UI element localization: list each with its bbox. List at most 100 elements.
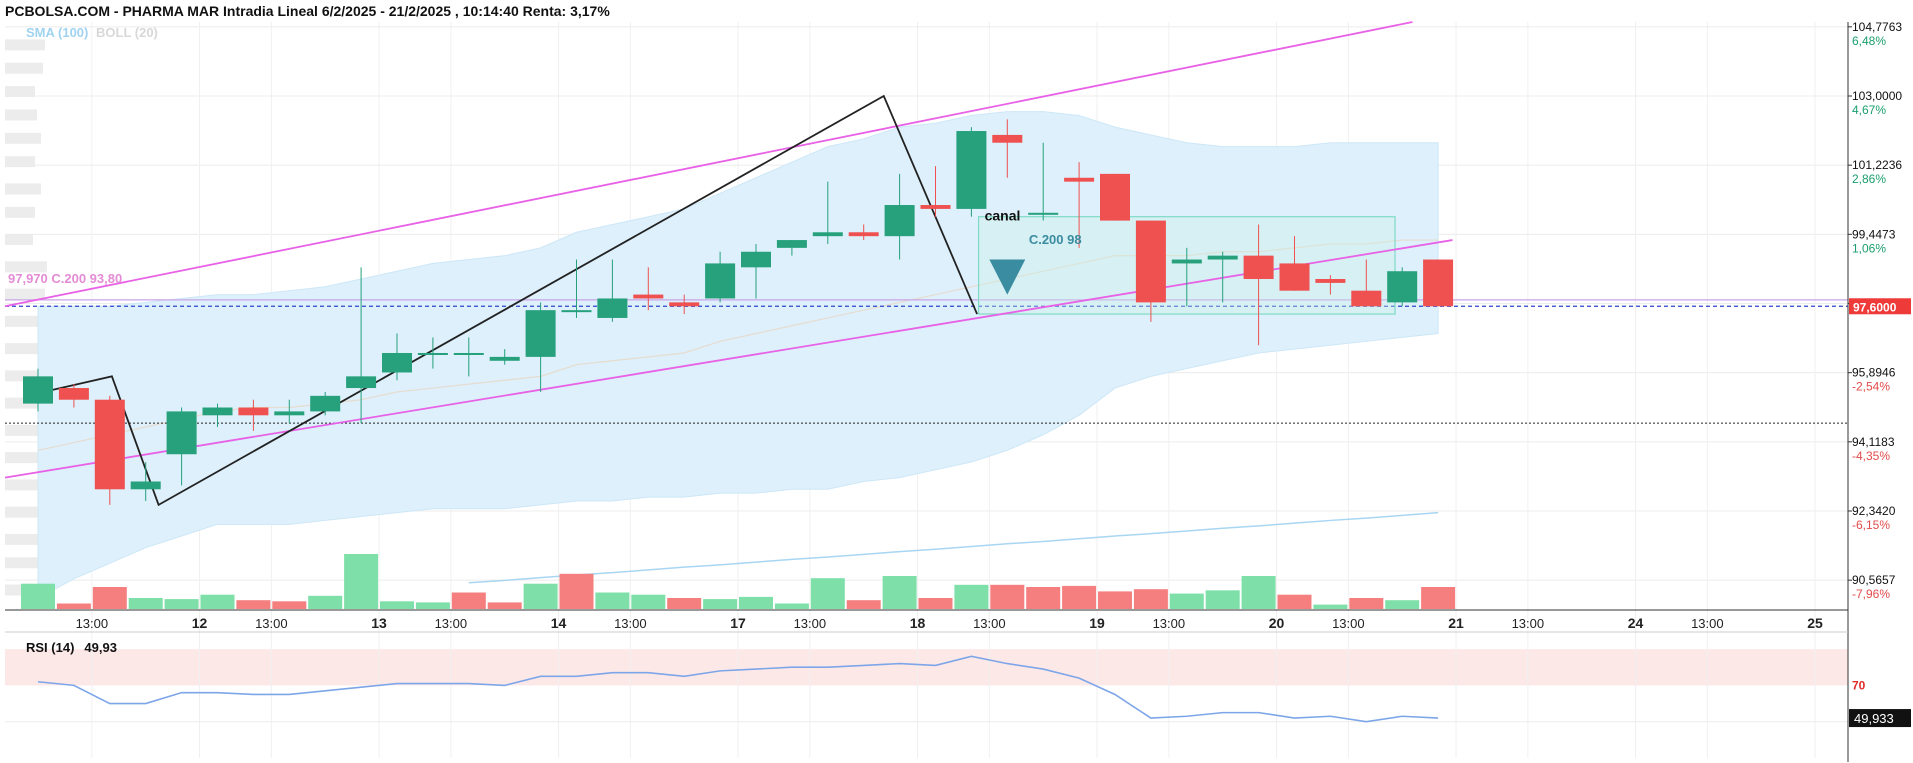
price-tick-label: 90,5657 <box>1852 573 1896 587</box>
pct-tick-label: -7,96% <box>1852 587 1890 601</box>
volume-bar <box>846 600 881 609</box>
candle-body <box>1064 177 1095 182</box>
hour-tick-label: 13:00 <box>1153 616 1186 631</box>
day-tick-label: 25 <box>1807 615 1823 631</box>
day-tick-label: 14 <box>551 615 567 631</box>
candle-body <box>669 302 700 307</box>
candle-body <box>453 352 484 355</box>
profile-bar <box>5 261 47 273</box>
volume-bar <box>523 583 558 609</box>
candle-body <box>23 376 53 404</box>
profile-bar <box>5 86 35 98</box>
profile-bar <box>5 343 45 355</box>
profile-bar <box>5 156 35 168</box>
profile-bar <box>5 557 50 569</box>
volume-bar <box>56 603 91 609</box>
pct-tick-label: 2,86% <box>1852 172 1886 186</box>
day-tick-label: 13 <box>371 615 387 631</box>
profile-bar <box>5 288 45 300</box>
volume-bar <box>487 602 522 609</box>
rsi-level-label: 70 <box>1852 678 1866 692</box>
candle-body <box>1028 212 1059 215</box>
hour-tick-label: 13:00 <box>1691 616 1724 631</box>
candle-body <box>1315 279 1346 283</box>
hour-tick-label: 13:00 <box>614 616 647 631</box>
candle-body <box>489 356 520 361</box>
hour-tick-label: 13:00 <box>76 616 109 631</box>
candle-body <box>812 232 843 237</box>
trendline-upper <box>4 21 1413 308</box>
price-tick-label: 104,7763 <box>1852 20 1902 34</box>
hour-tick-label: 13:00 <box>1332 616 1365 631</box>
volume-bar <box>1421 587 1456 609</box>
profile-bar <box>5 109 37 121</box>
volume-bar <box>1241 576 1276 609</box>
c200-left-label: 97,970 C.200 93,80 <box>8 271 122 286</box>
candle-body <box>1279 263 1310 291</box>
volume-bar <box>1277 594 1312 609</box>
profile-bar <box>5 452 65 464</box>
candle-body <box>346 376 377 389</box>
c200-marker-icon <box>989 259 1026 295</box>
sma-line <box>468 511 1439 584</box>
boll-label[interactable]: BOLL (20) <box>96 25 158 40</box>
volume-bar <box>164 599 199 609</box>
candle-body <box>776 240 807 248</box>
price-tick-label: 101,2236 <box>1852 158 1902 172</box>
hour-tick-label: 13:00 <box>973 616 1006 631</box>
pct-tick-label: 6,48% <box>1852 34 1886 48</box>
rsi-value: 49,93 <box>84 640 117 655</box>
profile-bar <box>5 315 41 327</box>
volume-bar <box>918 598 953 609</box>
sma-label[interactable]: SMA (100) <box>26 25 89 40</box>
bollinger-mid-line <box>37 239 1439 451</box>
candle-body <box>633 294 664 299</box>
candle-body <box>956 131 987 209</box>
candle-body <box>705 263 736 299</box>
volume-bar <box>1133 589 1168 609</box>
candle-body <box>597 298 628 318</box>
candle-body <box>274 411 305 416</box>
profile-bar <box>5 234 33 246</box>
rsi-overbought-zone <box>5 649 1848 686</box>
price-tick-label: 95,8946 <box>1852 366 1896 380</box>
pct-tick-label: -2,54% <box>1852 380 1890 394</box>
candle-body <box>992 134 1023 143</box>
profile-bar <box>5 62 43 74</box>
candle-body <box>1207 255 1238 260</box>
volume-bar <box>559 573 594 609</box>
profile-bar <box>5 424 55 436</box>
volume-bar <box>1062 585 1097 609</box>
price-tick-label: 99,4473 <box>1852 227 1896 241</box>
profile-bar <box>5 206 35 218</box>
time-axis-labels: 13:00 12 13:00 13 13:00 14 13:00 17 13:00 18 13:00… <box>76 615 1823 631</box>
volume-bar <box>1385 600 1420 609</box>
profile-bar <box>5 39 45 51</box>
volume-bar <box>451 592 486 609</box>
volume-bar <box>1098 591 1132 609</box>
volume-bar <box>128 598 163 609</box>
candle-body <box>1423 259 1454 307</box>
trendline-lower <box>4 239 1453 479</box>
c200-box-label: C.200 98 <box>1029 232 1082 247</box>
hour-tick-label: 13:00 <box>794 616 827 631</box>
candle-body <box>202 407 233 416</box>
chart-title: PCBOLSA.COM - PHARMA MAR Intradia Lineal… <box>5 3 610 19</box>
pct-tick-label: -4,35% <box>1852 449 1890 463</box>
volume-bar <box>1026 587 1061 609</box>
pct-tick-label: 1,06% <box>1852 241 1886 255</box>
volume-bar <box>380 601 414 609</box>
volume-bar <box>92 587 127 609</box>
volume-bar <box>415 602 450 609</box>
volume-bar <box>739 596 773 609</box>
zigzag-line <box>43 94 978 507</box>
hour-tick-label: 13:00 <box>435 616 468 631</box>
price-tick-label: 94,1183 <box>1852 435 1895 449</box>
candle-body <box>1243 255 1274 280</box>
candle-body <box>1100 173 1130 221</box>
candle-body <box>741 251 771 268</box>
candle-body <box>94 399 125 490</box>
volume-bar <box>21 583 55 609</box>
